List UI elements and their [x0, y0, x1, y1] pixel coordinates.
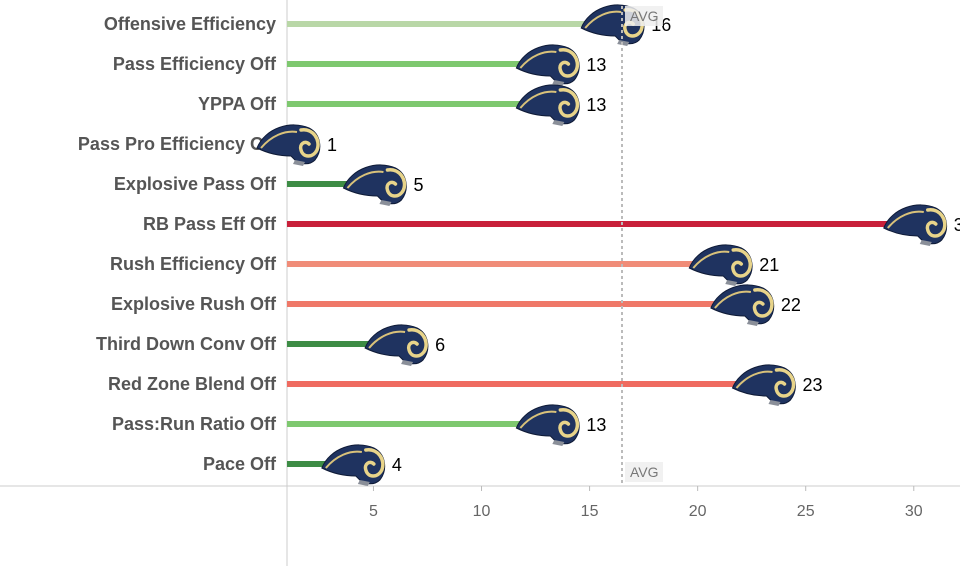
- x-tick-label: 20: [689, 503, 707, 520]
- average-label-bg: [625, 6, 663, 26]
- average-label: AVG: [630, 464, 659, 480]
- x-axis-ticks: 5 10 15 20 25 30: [369, 486, 923, 520]
- average-label-bg: [625, 462, 663, 482]
- ram-helmet-icon: [341, 163, 409, 208]
- bar: [287, 461, 352, 467]
- value-label: 1: [327, 135, 337, 155]
- x-tick-label: 25: [797, 503, 815, 520]
- ram-helmet-icon: [514, 403, 581, 448]
- value-label: 4: [392, 455, 402, 475]
- bar: [287, 381, 763, 387]
- x-tick-label: 10: [473, 503, 491, 520]
- value-label: 13: [586, 55, 606, 75]
- category-label: RB Pass Eff Off: [143, 214, 277, 234]
- bar: [287, 421, 547, 427]
- category-label: YPPA Off: [198, 94, 277, 114]
- average-line-group: AVG AVG: [621, 6, 663, 484]
- bar: [287, 61, 547, 67]
- ram-helmet-icon: [514, 83, 581, 128]
- category-label: Offensive Efficiency: [104, 14, 276, 34]
- category-label: Third Down Conv Off: [96, 334, 277, 354]
- ram-helmet-icon: [255, 123, 322, 168]
- value-label: 22: [781, 295, 801, 315]
- bar: [287, 301, 741, 307]
- category-label: Pass Efficiency Off: [113, 54, 277, 74]
- bar: [287, 181, 374, 187]
- ram-helmet-icon: [363, 323, 430, 368]
- ram-helmet-icon: [730, 363, 798, 408]
- ram-helmet-icon: [320, 443, 387, 488]
- category-label: Red Zone Blend Off: [108, 374, 277, 394]
- average-label: AVG: [630, 8, 659, 24]
- category-label: Pace Off: [203, 454, 277, 474]
- value-label: 23: [802, 375, 822, 395]
- bar: [287, 341, 396, 347]
- value-label: 5: [413, 175, 423, 195]
- x-tick-label: 5: [369, 503, 378, 520]
- value-label: 6: [435, 335, 445, 355]
- value-label: 13: [586, 415, 606, 435]
- category-label: Pass Pro Efficiency Off: [78, 134, 277, 154]
- category-label: Pass:Run Ratio Off: [112, 414, 277, 434]
- ram-helmet-icon: [882, 203, 949, 248]
- bar: [287, 21, 612, 27]
- ram-helmet-icon: [687, 243, 754, 288]
- value-label: 30: [954, 215, 960, 235]
- category-label: Rush Efficiency Off: [110, 254, 277, 274]
- value-label: 13: [586, 95, 606, 115]
- value-label: 21: [759, 255, 779, 275]
- bar-series: Offensive Efficiency 1 6 Pass Efficiency Of…: [78, 3, 960, 488]
- ram-helmet-icon: [709, 283, 776, 328]
- ram-helmet-icon: [514, 43, 581, 88]
- category-label: Explosive Pass Off: [114, 174, 277, 194]
- bar: [287, 101, 547, 107]
- x-tick-label: 15: [581, 503, 599, 520]
- bar: [287, 221, 914, 227]
- bar: [287, 261, 720, 267]
- category-label: Explosive Rush Off: [111, 294, 277, 314]
- x-tick-label: 30: [905, 503, 923, 520]
